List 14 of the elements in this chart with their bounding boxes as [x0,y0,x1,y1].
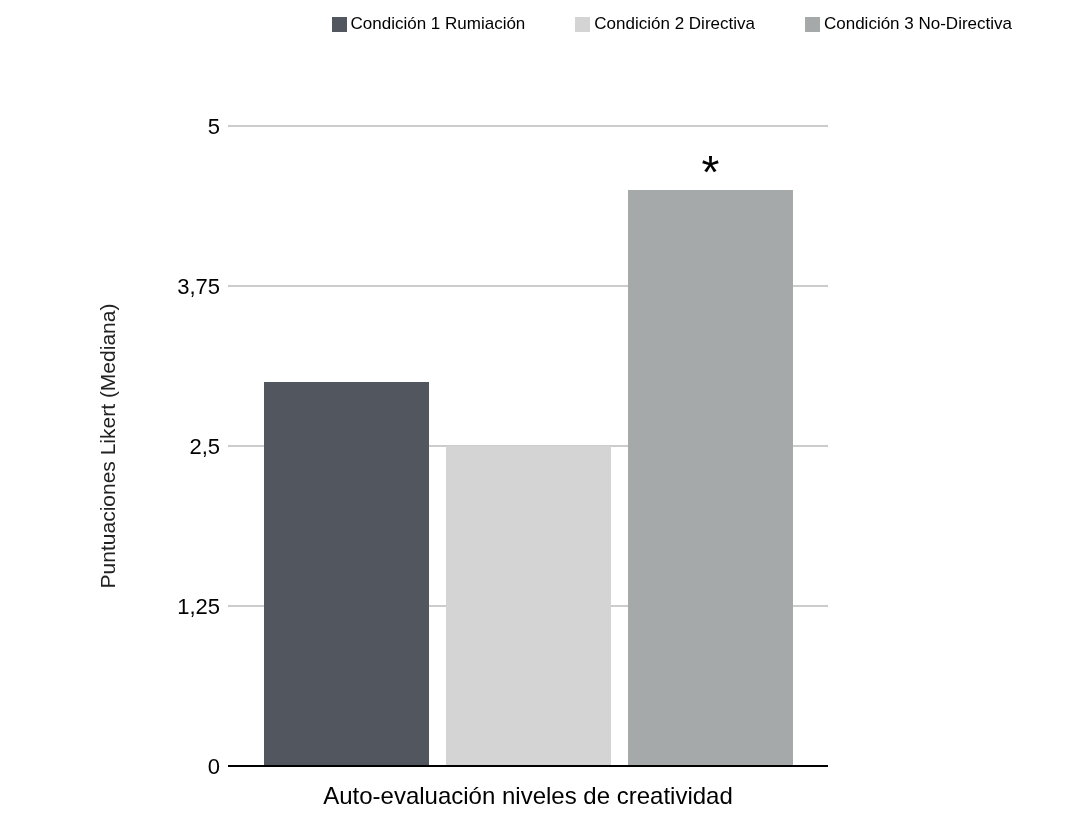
bar [446,446,611,766]
bar [264,382,429,766]
annotation: * [701,146,720,198]
y-tick-label: 0 [207,753,220,779]
x-axis-title: Auto-evaluación niveles de creatividad [323,782,733,809]
y-tick-label: 5 [207,113,220,139]
y-axis-title: Puntuaciones Likert (Mediana) [96,303,120,589]
y-tick-label: 2,5 [189,433,220,459]
y-tick-label: 1,25 [177,593,220,619]
y-tick-label: 3,75 [177,273,220,299]
bar [628,190,793,766]
legend-label: Condición 1 Rumiación [350,14,526,33]
legend-label: Condición 2 Directiva [594,14,755,33]
legend-label: Condición 3 No-Directiva [823,14,1012,33]
